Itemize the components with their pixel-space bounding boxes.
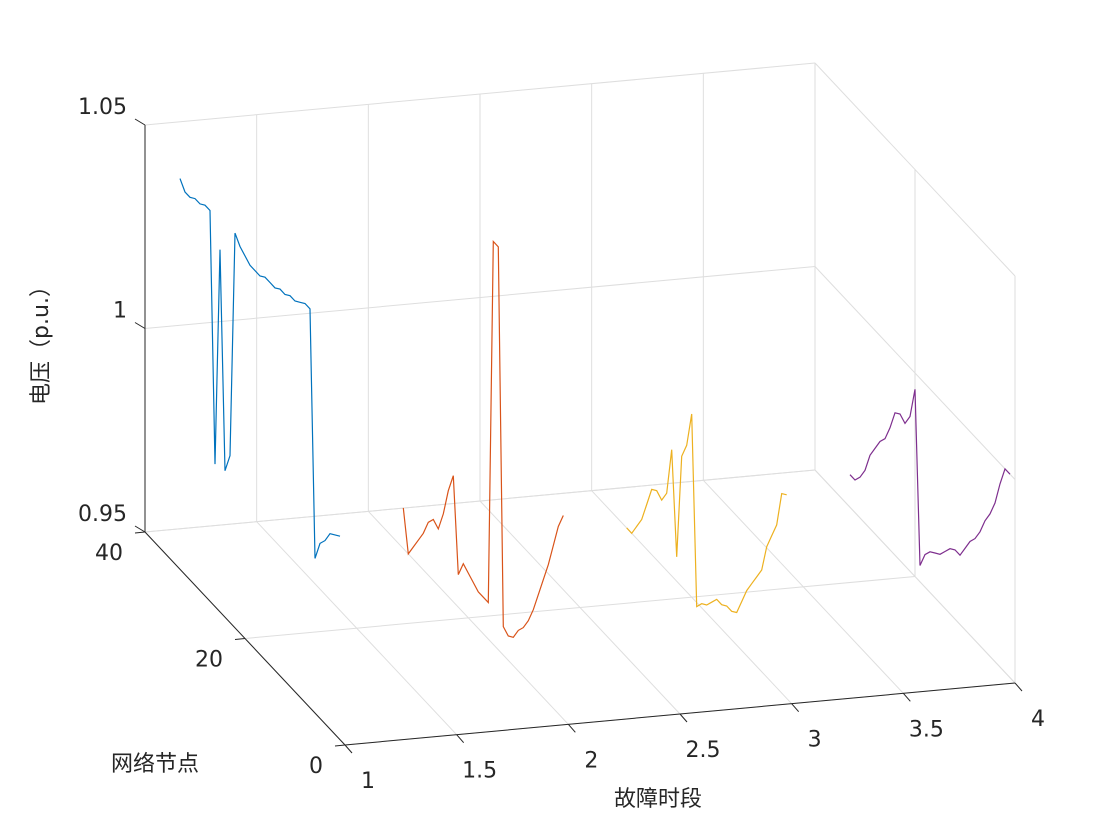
grid-line	[814, 62, 1016, 277]
x-tick	[344, 744, 353, 754]
series-line	[626, 413, 787, 614]
grid-line	[244, 576, 916, 639]
x-tick-label: 1	[361, 769, 375, 794]
x-tick-label: 2.5	[686, 738, 721, 763]
series-line	[402, 239, 564, 638]
y-tick	[234, 638, 246, 640]
z-tick-label: 1.05	[78, 95, 127, 120]
x-tick	[456, 734, 465, 743]
z-tick-label: 0.95	[78, 502, 127, 527]
x-tick-label: 3.5	[909, 717, 944, 742]
x-tick-label: 1.5	[462, 759, 497, 784]
z-tick	[134, 118, 146, 126]
x-axis-label: 故障时段	[614, 787, 702, 812]
y-axis-label: 网络节点	[111, 752, 199, 777]
y-tick	[334, 744, 346, 747]
y-tick-label: 20	[195, 648, 223, 673]
y-tick	[134, 531, 146, 534]
z-tick	[134, 322, 146, 329]
series-line	[179, 178, 341, 559]
grid-line	[144, 266, 816, 329]
z-tick	[134, 525, 146, 533]
x-tick	[1014, 682, 1023, 692]
grid-line	[814, 469, 1016, 684]
series-line	[849, 389, 1011, 566]
z-tick-label: 1	[113, 299, 127, 324]
x-tick	[679, 713, 688, 723]
x-tick-label: 2	[584, 748, 598, 773]
grid-line	[144, 62, 816, 126]
y-tick-label: 0	[309, 754, 323, 779]
y-tick-label: 40	[95, 541, 123, 566]
x-tick	[902, 693, 911, 702]
x-tick-label: 3	[808, 728, 822, 753]
x-tick	[791, 703, 800, 712]
x-tick-label: 4	[1031, 707, 1045, 732]
z-axis-label: 电压（p.u.）	[29, 275, 54, 405]
grid-line	[144, 469, 816, 533]
grid-line	[814, 266, 1016, 480]
x-tick	[567, 724, 576, 733]
